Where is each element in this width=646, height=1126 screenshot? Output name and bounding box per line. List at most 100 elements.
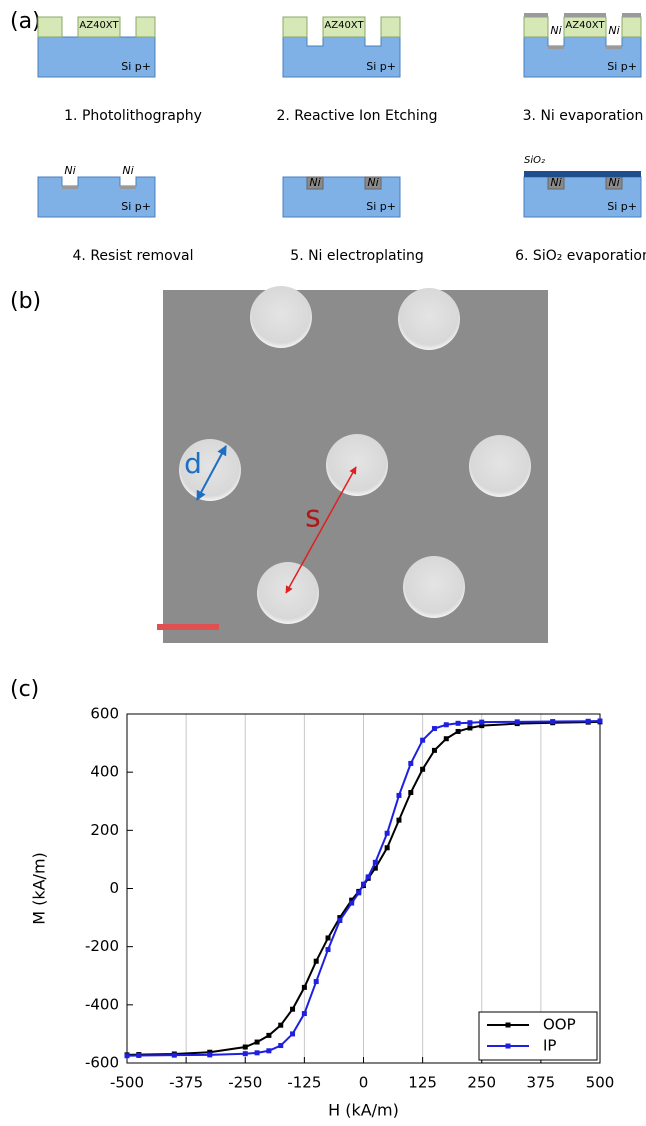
oxide-layer — [524, 171, 641, 177]
point — [550, 719, 556, 725]
y-tick-label: 400 — [90, 763, 119, 781]
metal-top — [564, 13, 606, 17]
point — [325, 947, 331, 953]
resist — [282, 16, 308, 38]
metal-label: Ni — [64, 164, 75, 177]
resist — [380, 16, 401, 38]
point — [396, 792, 402, 798]
spacing-label: s — [305, 500, 321, 535]
x-axis-label: H (kA/m) — [328, 1101, 399, 1120]
substrate-label: Si p+ — [607, 60, 637, 73]
x-tick-label: 375 — [527, 1074, 556, 1092]
metal-label: Ni — [367, 176, 378, 189]
metal-label: Ni — [309, 176, 320, 189]
point — [242, 1051, 248, 1057]
metal-top — [524, 13, 548, 17]
metal-fill — [364, 176, 382, 190]
substrate-label: Si p+ — [366, 200, 396, 213]
resist — [322, 16, 366, 38]
metal-label: Ni — [608, 24, 619, 37]
point — [384, 845, 390, 851]
oxide-label: SiO₂ — [524, 155, 545, 166]
point — [266, 1032, 272, 1038]
point — [207, 1049, 213, 1055]
metal-label: Ni — [122, 164, 133, 177]
metal-bottom — [120, 186, 136, 189]
point — [301, 1011, 307, 1017]
y-tick-label: -200 — [85, 937, 119, 955]
point — [455, 728, 461, 734]
point — [361, 881, 366, 887]
resist-label: AZ40XT — [565, 20, 605, 31]
point — [585, 718, 591, 724]
point — [443, 722, 449, 728]
metal-label: Ni — [550, 24, 561, 37]
resist — [37, 16, 63, 38]
substrate-label: Si p+ — [121, 200, 151, 213]
point — [349, 897, 355, 903]
x-tick-label: 125 — [408, 1074, 437, 1092]
y-tick-label: 600 — [90, 705, 119, 723]
resist-label: AZ40XT — [324, 20, 364, 31]
nanodot — [398, 288, 460, 350]
point — [349, 900, 355, 906]
point — [278, 1043, 284, 1049]
point — [420, 737, 426, 743]
y-tick-label: -600 — [85, 1054, 119, 1072]
legend-marker — [505, 1043, 511, 1049]
point — [431, 747, 437, 753]
point — [124, 1053, 130, 1059]
nanodot — [326, 434, 388, 496]
point — [337, 917, 343, 923]
y-tick-label: 200 — [90, 821, 119, 839]
step-label: 6. SiO₂ evaporation — [515, 248, 646, 264]
point — [467, 725, 473, 731]
x-tick-label: 500 — [586, 1074, 615, 1092]
legend-label: IP — [543, 1037, 556, 1055]
point — [242, 1044, 248, 1050]
point — [479, 719, 485, 725]
chart: -500 -375 -250 -125 0 125 250 375 500 -600 -400 -20… — [30, 705, 615, 1120]
step-label: 2. Reactive Ion Etching — [276, 108, 437, 124]
point — [408, 790, 414, 796]
resist — [77, 16, 121, 38]
panel-label: (a) — [10, 9, 41, 34]
nanodot — [250, 286, 312, 348]
y-axis-label: M (kA/m) — [30, 852, 49, 925]
diameter-arrow — [196, 445, 227, 501]
point — [597, 718, 603, 724]
sem-image: ds — [157, 286, 548, 643]
point — [313, 958, 319, 964]
metal-fill — [306, 176, 324, 190]
plot-frame — [126, 713, 601, 1064]
substrate-label: Si p+ — [366, 60, 396, 73]
y-tick-label: -400 — [85, 995, 119, 1013]
process-diagram: AZ40XT Si p+ 1. Photolithography AZ40XT Si p… — [37, 13, 646, 264]
step-label: 5. Ni electroplating — [290, 248, 423, 264]
legend-box — [478, 1011, 598, 1061]
point — [290, 1006, 296, 1012]
point — [455, 720, 461, 726]
step-label: 4. Resist removal — [73, 248, 194, 264]
panel-label: (c) — [10, 677, 39, 702]
metal-bottom — [548, 46, 564, 49]
metal-bottom — [606, 46, 622, 49]
nanodot — [257, 562, 319, 624]
step-label: 3. Ni evaporation — [523, 108, 644, 124]
diameter-label: d — [184, 447, 202, 480]
spacing-arrow — [285, 466, 357, 594]
point — [313, 979, 319, 985]
substrate-label: Si p+ — [607, 200, 637, 213]
x-tick-label: -500 — [110, 1074, 144, 1092]
point — [301, 984, 307, 990]
panel-label: (b) — [10, 289, 41, 314]
metal-label: Ni — [608, 176, 619, 189]
x-tick-label: -250 — [228, 1074, 262, 1092]
x-tick-label: 250 — [467, 1074, 496, 1092]
point — [384, 830, 390, 836]
metal-label: Ni — [550, 176, 561, 189]
legend-marker — [505, 1022, 511, 1028]
resist — [135, 16, 156, 38]
x-tick-label: 0 — [359, 1074, 369, 1092]
legend-label: OOP — [543, 1016, 576, 1034]
